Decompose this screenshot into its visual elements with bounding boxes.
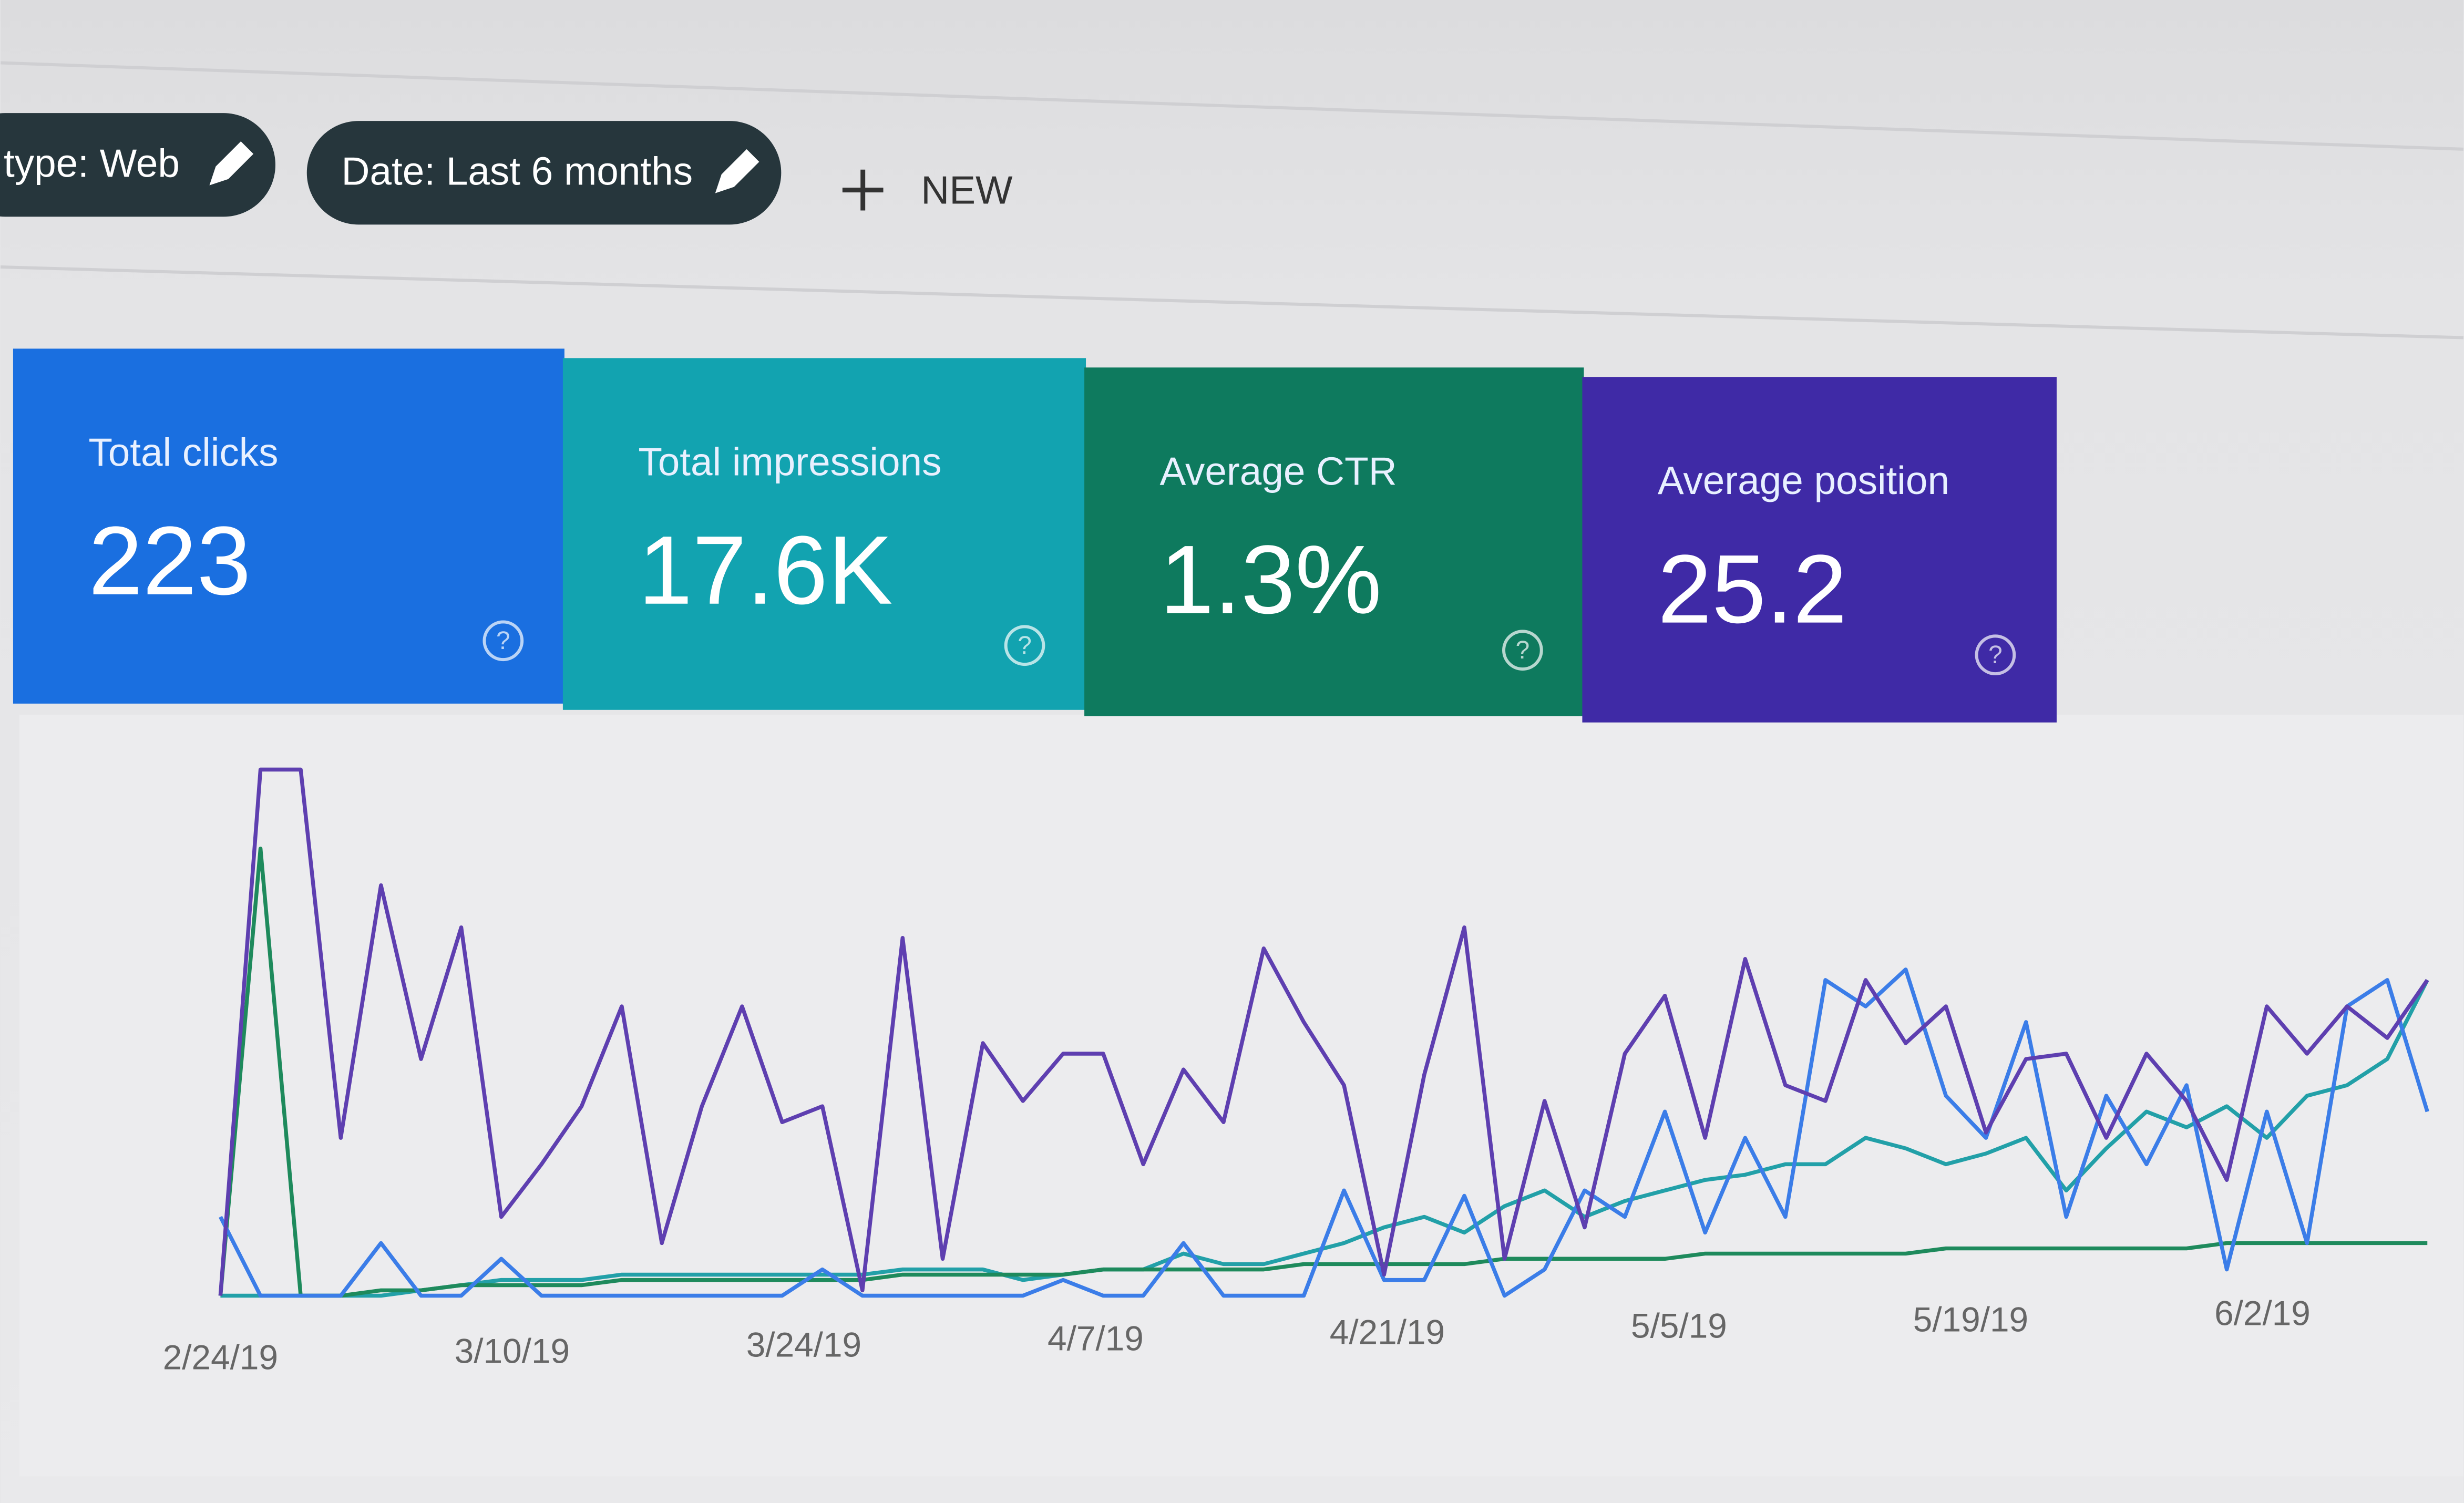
metric-value: 17.6K — [638, 516, 892, 625]
metric-card[interactable] — [13, 348, 564, 704]
new-button[interactable]: NEW — [921, 168, 1013, 212]
help-icon[interactable] — [1502, 630, 1543, 671]
metric-card[interactable] — [1084, 367, 1584, 716]
metric-value: 223 — [88, 507, 251, 615]
metric-value: 1.3% — [1160, 526, 1382, 634]
help-icon[interactable] — [1975, 634, 2016, 676]
x-tick-label: 3/10/19 — [455, 1331, 570, 1370]
metric-value: 25.2 — [1658, 535, 1847, 644]
metric-label: Total clicks — [88, 430, 278, 474]
filter-chip[interactable] — [0, 113, 275, 217]
help-icon-mark: ? — [1018, 632, 1032, 660]
divider — [0, 61, 2464, 151]
x-tick-label: 3/24/19 — [746, 1325, 861, 1364]
trend-line — [218, 846, 2428, 1298]
filter-chip-label: Date: Last 6 months — [342, 149, 693, 193]
x-tick-label: 5/5/19 — [1631, 1306, 1727, 1345]
help-icon[interactable] — [482, 620, 524, 662]
x-tick-label: 6/2/19 — [2214, 1294, 2311, 1333]
help-icon-mark: ? — [1516, 636, 1530, 664]
help-icon-mark: ? — [496, 627, 510, 655]
divider — [0, 265, 2464, 339]
trend-line — [218, 767, 2429, 1296]
x-tick-label: 2/24/19 — [163, 1337, 278, 1376]
edit-icon — [209, 141, 254, 186]
filter-chip-label: type: Web — [4, 141, 180, 186]
trend-line — [219, 967, 2429, 1298]
metric-label: Total impressions — [638, 439, 941, 483]
x-tick-label: 4/7/19 — [1048, 1319, 1144, 1358]
metric-label: Average CTR — [1160, 449, 1397, 493]
metric-label: Average position — [1658, 458, 1949, 502]
metric-card[interactable] — [562, 358, 1086, 710]
help-icon-mark: ? — [1988, 641, 2003, 669]
chart-panel — [19, 714, 2463, 1477]
plus-icon[interactable] — [842, 169, 884, 211]
edit-icon — [715, 149, 759, 193]
x-tick-label: 4/21/19 — [1330, 1313, 1445, 1352]
x-tick-label: 5/19/19 — [1913, 1300, 2028, 1339]
filter-chip[interactable] — [306, 121, 782, 225]
help-icon[interactable] — [1004, 625, 1045, 666]
